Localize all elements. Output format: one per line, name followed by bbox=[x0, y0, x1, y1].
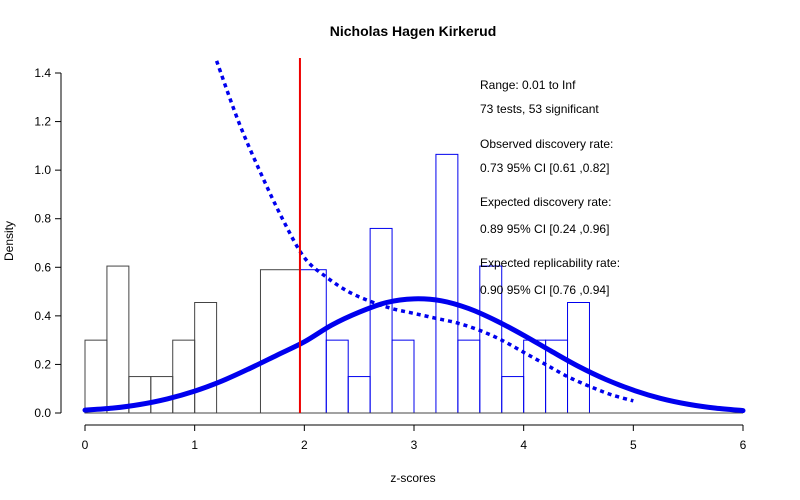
annotation-line-3: 0.73 95% CI [0.61 ,0.82] bbox=[480, 161, 609, 175]
x-tick-label-4: 4 bbox=[520, 438, 527, 452]
histogram-bar-16 bbox=[523, 339, 547, 414]
x-tick-label-0: 0 bbox=[82, 438, 89, 452]
x-tick-label-5: 5 bbox=[630, 438, 637, 452]
x-tick-label-2: 2 bbox=[301, 438, 308, 452]
histogram-bars bbox=[84, 153, 743, 414]
annotation-line-2: Observed discovery rate: bbox=[480, 137, 613, 151]
histogram-bar-10 bbox=[369, 227, 393, 414]
x-tick-label-3: 3 bbox=[411, 438, 418, 452]
histogram-bar-13 bbox=[457, 339, 481, 414]
histogram-bar-18 bbox=[567, 302, 590, 414]
y-tick-label-7: 1.4 bbox=[34, 66, 51, 80]
histogram-bar-0 bbox=[84, 339, 108, 414]
histogram-bar-15 bbox=[501, 376, 525, 414]
annotation-line-6: Expected replicability rate: bbox=[480, 256, 620, 270]
x-tick-label-6: 6 bbox=[740, 438, 747, 452]
y-tick-label-0: 0.0 bbox=[34, 406, 51, 420]
y-tick-label-1: 0.2 bbox=[34, 357, 51, 371]
y-axis-label: Density bbox=[2, 221, 16, 261]
x-axis: 0 1 2 3 4 5 6 bbox=[82, 424, 747, 452]
annotation-line-5: 0.89 95% CI [0.24 ,0.96] bbox=[480, 222, 609, 236]
y-tick-label-4: 0.8 bbox=[34, 212, 51, 226]
x-tick-label-1: 1 bbox=[191, 438, 198, 452]
histogram-bar-1 bbox=[106, 265, 130, 414]
histogram-bar-8 bbox=[325, 339, 349, 414]
solid-curve-path bbox=[82, 296, 746, 414]
histogram-bar-11 bbox=[391, 339, 415, 414]
y-tick-label-3: 0.6 bbox=[34, 260, 51, 274]
dotted-curve-path bbox=[214, 60, 634, 403]
histogram-bar-9 bbox=[347, 376, 371, 414]
solid-density-curve bbox=[82, 296, 746, 414]
annotation-line-0: Range: 0.01 to Inf bbox=[480, 78, 576, 92]
histogram-bar-3 bbox=[150, 376, 174, 414]
histogram-bar-12 bbox=[435, 153, 459, 414]
annotation-block: Range: 0.01 to Inf 73 tests, 53 significa… bbox=[480, 78, 620, 297]
histogram-bar-5 bbox=[194, 302, 218, 414]
x-axis-label: z-scores bbox=[390, 471, 435, 485]
chart-title: Nicholas Hagen Kirkerud bbox=[330, 23, 497, 39]
histogram-bar-6 bbox=[259, 269, 301, 414]
y-tick-label-6: 1.2 bbox=[34, 115, 51, 129]
annotation-line-4: Expected discovery rate: bbox=[480, 195, 611, 209]
histogram-bar-4 bbox=[172, 339, 196, 414]
dotted-density-curve bbox=[214, 60, 634, 403]
y-axis: 0.0 0.2 0.4 0.6 0.8 1.0 1.2 1.4 bbox=[34, 66, 62, 420]
y-tick-label-2: 0.4 bbox=[34, 309, 51, 323]
annotation-line-1: 73 tests, 53 significant bbox=[480, 102, 599, 116]
y-tick-label-5: 1.0 bbox=[34, 163, 51, 177]
annotation-line-7: 0.90 95% CI [0.76 ,0.94] bbox=[480, 283, 609, 297]
